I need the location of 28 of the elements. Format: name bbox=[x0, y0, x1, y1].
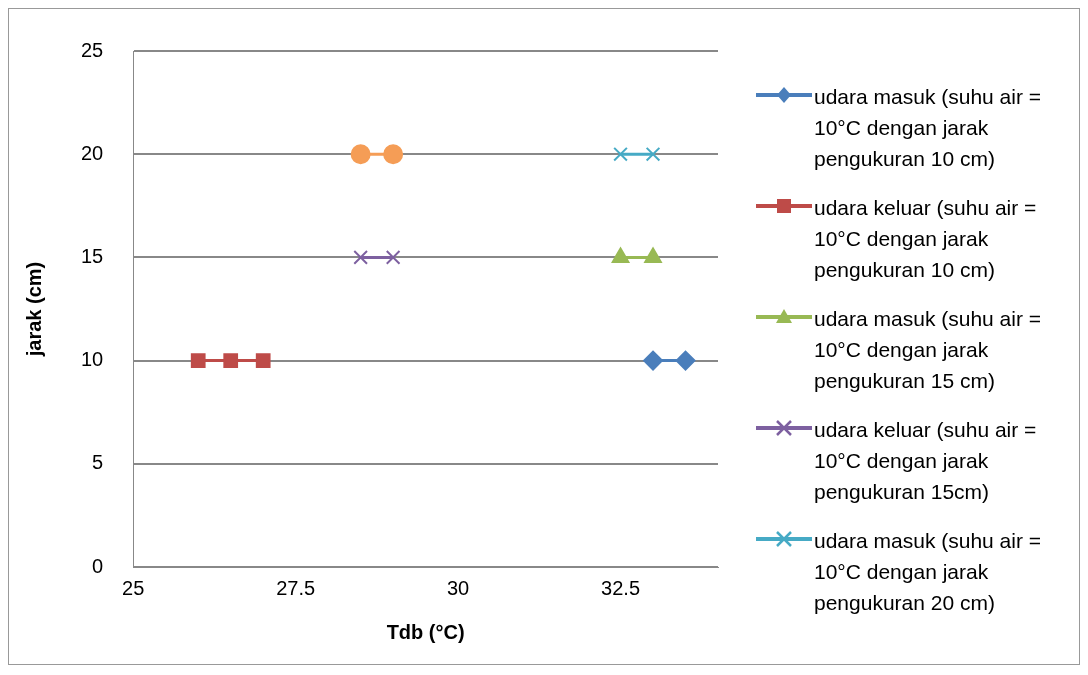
legend-label: udara masuk (suhu air = 10°C dengan jarak pengukuran 15 cm) bbox=[814, 306, 1043, 394]
legend-label: udara keluar (suhu air = 10°C dengan jarak pengukuran 15cm) bbox=[814, 417, 1038, 505]
point bbox=[645, 146, 661, 162]
point bbox=[675, 350, 696, 371]
legend-label: udara keluar (suhu air = 10°C dengan jarak pengukuran 10 cm) bbox=[814, 195, 1038, 283]
y-tick-label: 20 bbox=[81, 141, 104, 164]
y-axis-title: jarak (cm) bbox=[22, 261, 45, 358]
legend-label: udara masuk (suhu air = 10°C dengan jarak pengukuran 10 cm) bbox=[814, 84, 1043, 172]
x-tick-label: 32.5 bbox=[601, 576, 641, 599]
point bbox=[383, 144, 404, 165]
legend-label: udara masuk (suhu air = 10°C dengan jarak pengukuran 20 cm) bbox=[814, 528, 1043, 616]
x-tick-label: 30 bbox=[446, 576, 470, 599]
point bbox=[643, 350, 664, 371]
y-tick-label: 10 bbox=[81, 348, 104, 371]
y-tick-label: 25 bbox=[81, 38, 104, 61]
point bbox=[255, 353, 271, 368]
point bbox=[613, 146, 628, 162]
point bbox=[190, 353, 206, 368]
x-tick-label: 25 bbox=[122, 576, 145, 599]
x-axis-title: Tdb (°C) bbox=[386, 620, 465, 643]
point bbox=[350, 144, 371, 165]
point bbox=[385, 250, 401, 265]
point bbox=[353, 250, 369, 265]
x-tick-label: 27.5 bbox=[276, 576, 316, 599]
y-tick-label: 0 bbox=[92, 554, 104, 577]
y-tick-label: 5 bbox=[92, 451, 104, 474]
y-tick-label: 15 bbox=[81, 244, 104, 267]
point bbox=[223, 353, 239, 368]
